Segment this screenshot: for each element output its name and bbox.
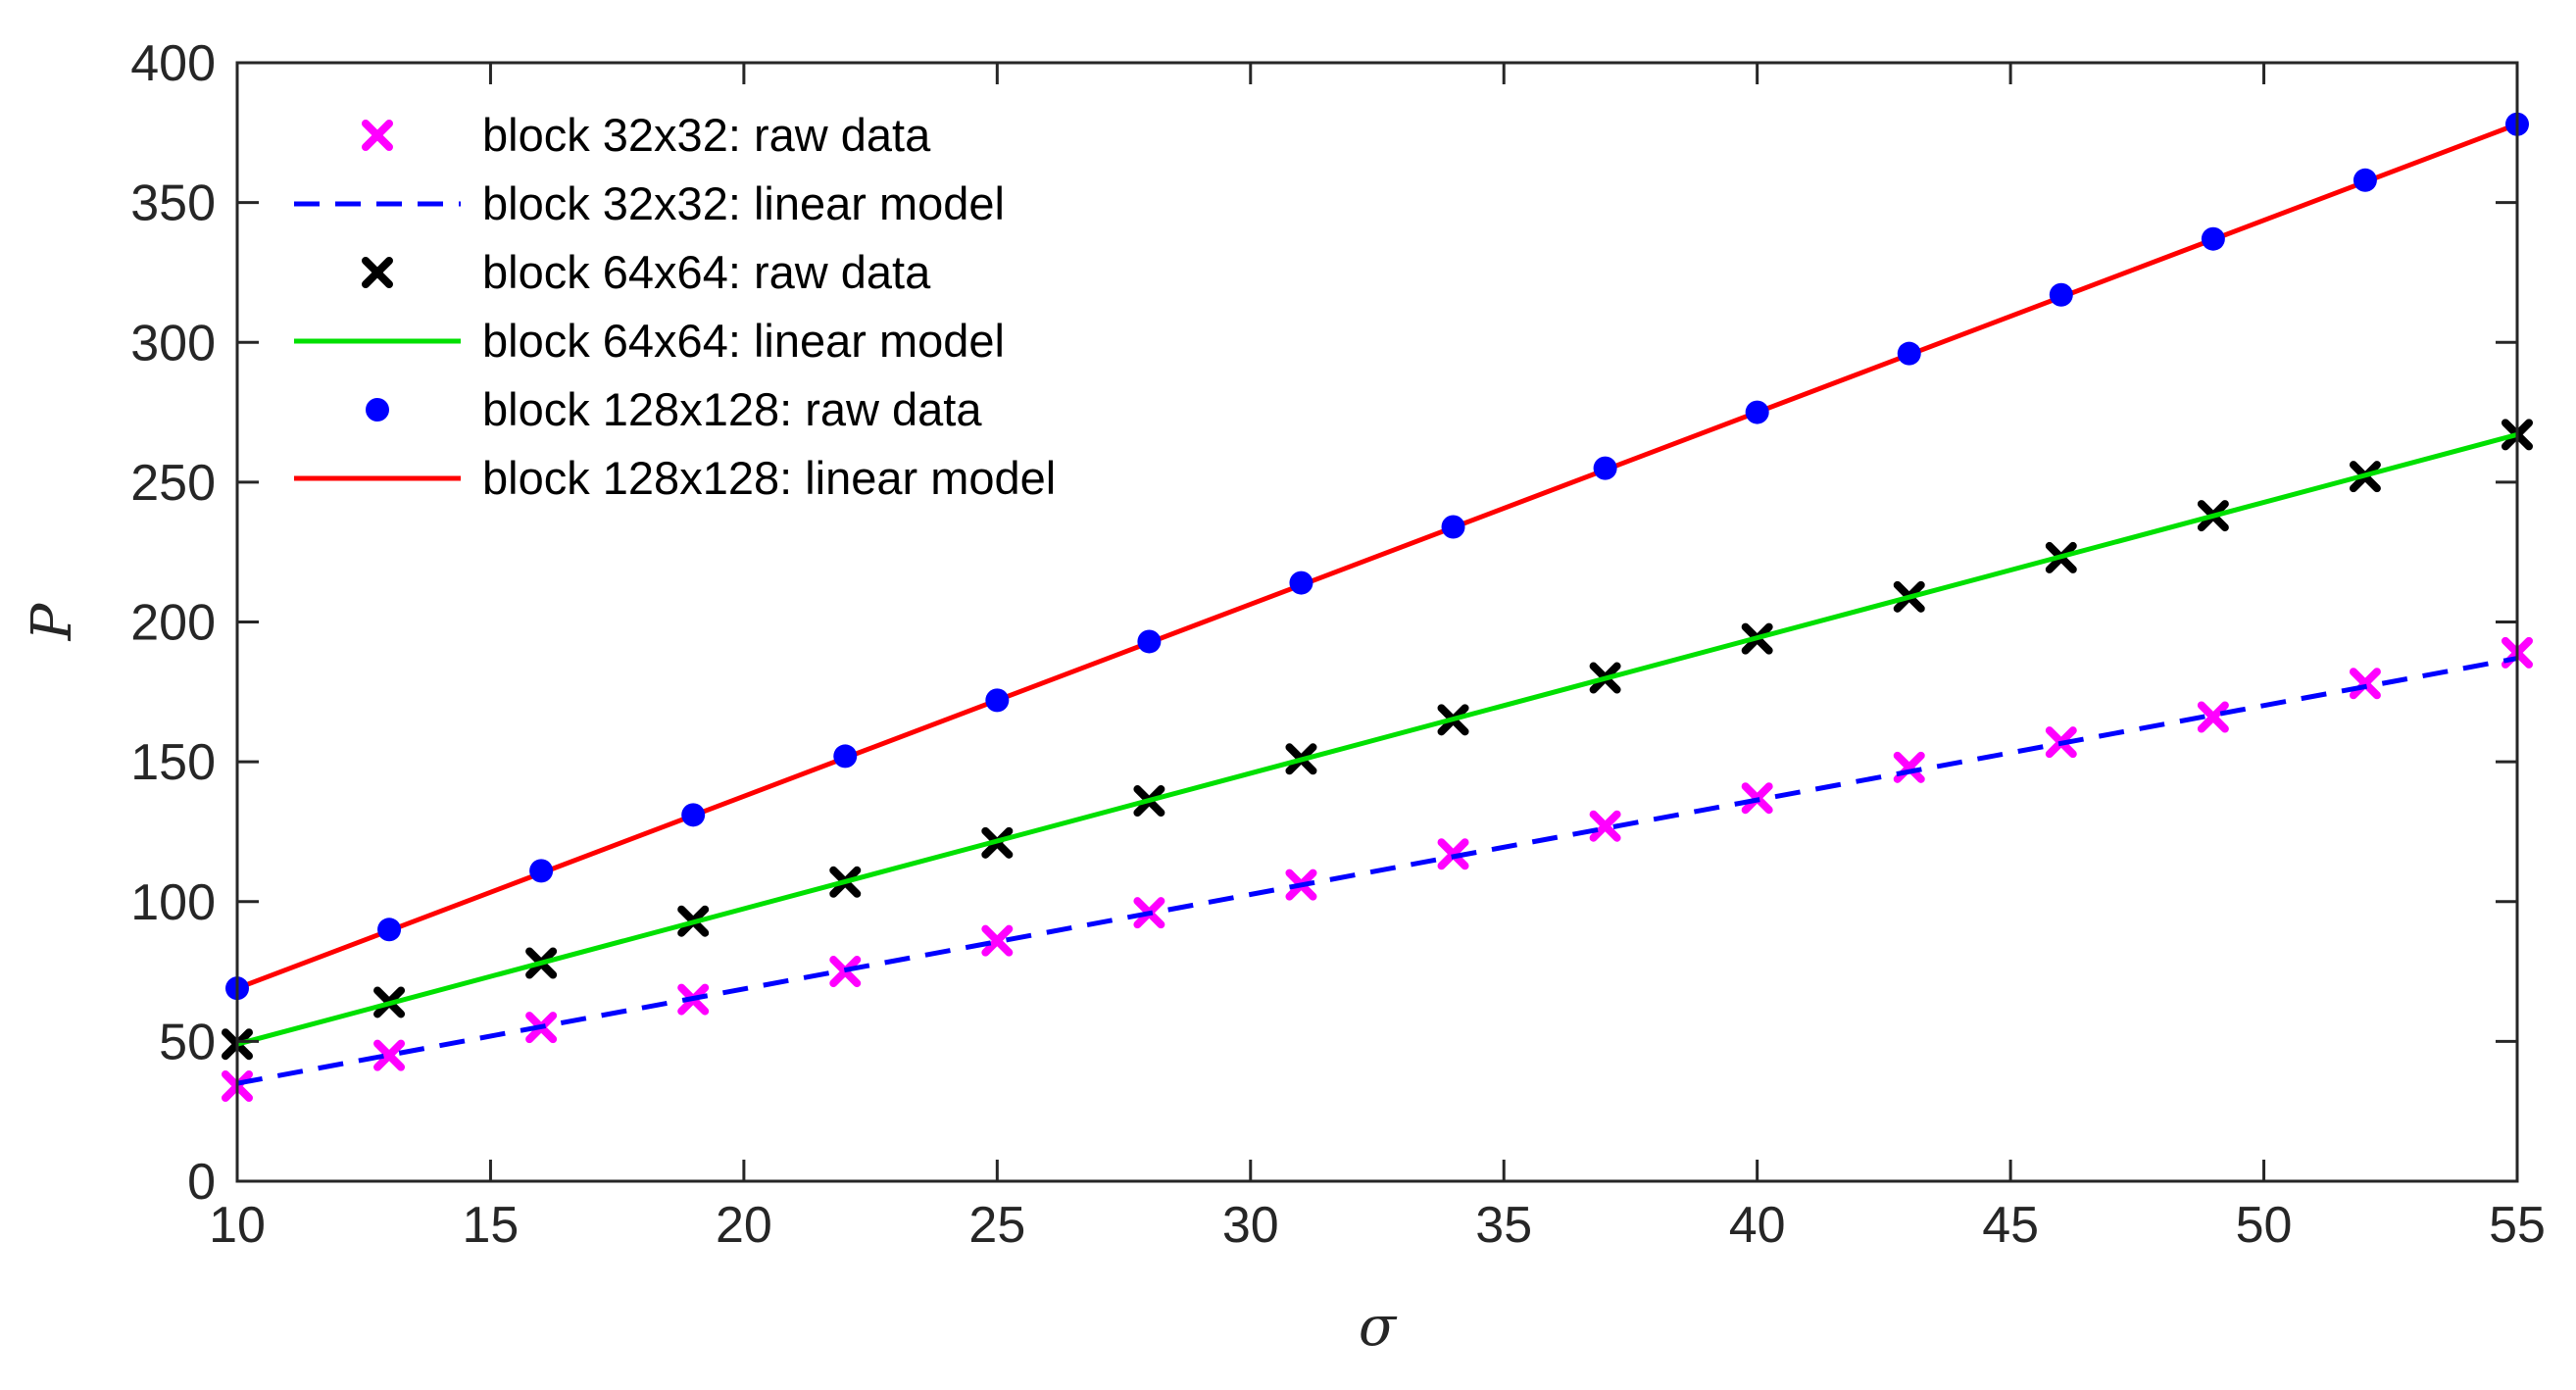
legend-marker-swatch [362,257,393,288]
series-line [236,122,2518,991]
data-point [2349,668,2381,700]
x-tick-label: 45 [1982,1197,2039,1254]
legend-entry: block 64x64: linear model [294,315,1005,367]
legend-label: block 64x64: raw data [482,246,931,298]
data-point [1897,341,1921,366]
data-point [1745,400,1769,424]
y-tick-label: 50 [159,1014,216,1070]
x-tick-label: 40 [1729,1197,1786,1254]
data-point [985,688,1010,713]
data-point [681,803,706,827]
legend-label: block 128x128: linear model [482,452,1056,504]
y-axis-label: P [21,602,84,641]
series-block-32x32-linear-model [236,656,2518,1086]
data-point [1441,515,1465,539]
x-tick-label: 10 [209,1197,266,1254]
data-point [1137,629,1162,654]
data-point [2197,701,2229,733]
data-point [1593,456,1617,480]
legend-entry: block 64x64: raw data [362,246,931,298]
legend-entry: block 128x128: raw data [366,383,982,435]
legend-label: block 64x64: linear model [482,315,1005,367]
y-tick-label: 300 [130,315,216,372]
y-tick-label: 150 [130,734,216,791]
y-tick-label: 100 [130,874,216,931]
x-tick-label: 25 [968,1197,1025,1254]
y-tick-label: 200 [130,595,216,652]
legend-marker-swatch [366,398,389,422]
data-point [529,859,554,883]
x-tick-label: 30 [1222,1197,1279,1254]
data-point [373,1039,406,1071]
y-tick-label: 0 [187,1154,216,1211]
axis-ticks: 10 15 20 25 30 35 40 45 50 55 0 50 100 150 200 250 300 35… [130,35,2546,1254]
x-tick-label: 50 [2236,1197,2293,1254]
data-point [1437,838,1469,870]
data-point [981,924,1014,957]
x-tick-label: 55 [2489,1197,2546,1254]
series-line [236,431,2518,1047]
series-block-64x64-linear-model [236,431,2518,1047]
series-line [236,656,2518,1086]
data-point [377,918,402,942]
legend-label: block 32x32: raw data [482,109,931,161]
y-tick-label: 250 [130,455,216,512]
y-tick-label: 400 [130,35,216,92]
legend-entry: block 32x32: raw data [362,109,931,161]
plot-marks [222,112,2533,1103]
legend-marker-swatch [362,120,393,151]
x-tick-label: 15 [463,1197,520,1254]
legend: block 32x32: raw data block 32x32: linear… [294,109,1056,504]
legend-entry: block 128x128: linear model [294,452,1056,504]
x-axis-label: σ [1359,1295,1398,1359]
data-point [2353,168,2377,192]
data-point [2201,226,2225,251]
series-block-128x128-linear-model [236,122,2518,991]
x-tick-label: 35 [1475,1197,1532,1254]
data-point [1589,810,1621,842]
legend-entry: block 32x32: linear model [294,177,1005,229]
data-point [1289,571,1313,595]
x-tick-label: 20 [716,1197,772,1254]
data-point [2049,282,2073,307]
legend-label: block 32x32: linear model [482,177,1005,229]
legend-label: block 128x128: raw data [482,383,982,435]
y-tick-label: 350 [130,175,216,232]
data-point [833,744,858,769]
